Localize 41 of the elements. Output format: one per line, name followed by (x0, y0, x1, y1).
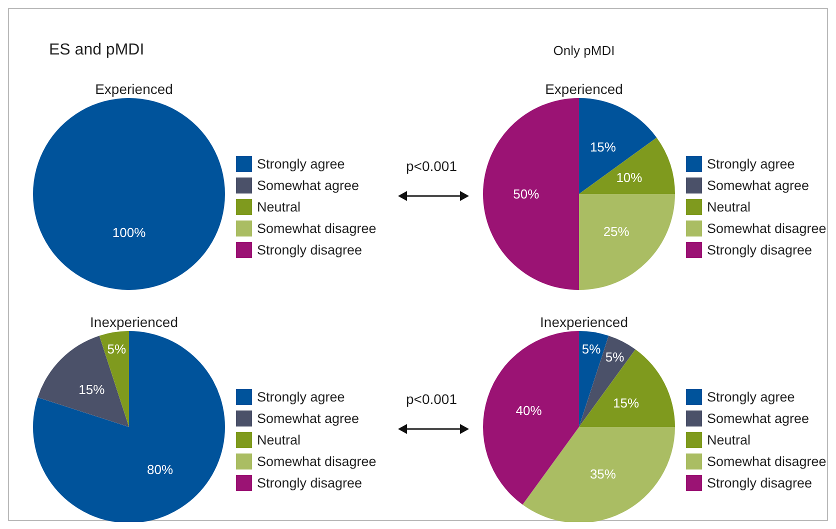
legend-label: Somewhat disagree (707, 221, 826, 236)
legend-label: Somewhat agree (257, 178, 360, 193)
chart-title: ES and pMDI (49, 42, 144, 58)
legend-label: Neutral (257, 200, 301, 214)
data-label: 10% (616, 170, 643, 186)
legend-label: Strongly agree (707, 390, 795, 404)
legend-label: Somewhat agree (257, 411, 360, 426)
data-label: 25% (603, 224, 630, 239)
legend-label: Somewhat agree (707, 411, 810, 426)
legend-label: Somewhat disagree (707, 454, 826, 469)
chart-title: Inexperienced (90, 314, 178, 330)
legend-label: Neutral (257, 432, 301, 448)
data-label: 15% (590, 139, 616, 154)
data-label: 40% (516, 403, 542, 418)
legend-label: Neutral (707, 200, 751, 214)
legend-label: Strongly disagree (257, 476, 362, 490)
data-label: 15% (78, 382, 106, 398)
data-label: 100% (112, 224, 146, 240)
text: p<0.001 (406, 158, 458, 174)
legend-label: Strongly disagree (707, 242, 812, 258)
legend-label: Somewhat agree (707, 178, 810, 193)
data-label: 5% (605, 349, 625, 364)
data-label: 15% (613, 396, 640, 411)
data-label: 5% (107, 342, 127, 357)
legend-label: Strongly disagree (707, 476, 812, 490)
data-label: 5% (582, 342, 602, 357)
legend-label: Strongly agree (257, 390, 345, 404)
chart-subtitle: Experienced (545, 81, 623, 97)
data-label: 50% (513, 186, 540, 202)
chart-title: Only pMDI (553, 43, 615, 58)
text: p<0.001 (406, 391, 458, 407)
data-label: 80% (147, 462, 174, 478)
legend-label: Somewhat disagree (257, 454, 376, 469)
legend-label: Strongly disagree (257, 242, 362, 258)
data-label: 35% (590, 466, 616, 482)
chart-title: Inexperienced (540, 314, 628, 330)
legend-label: Neutral (707, 432, 751, 448)
legend-label: Strongly agree (257, 156, 345, 172)
legend-label: Strongly agree (707, 156, 795, 172)
legend-label: Somewhat disagree (257, 221, 376, 236)
chart-subtitle: Experienced (95, 81, 173, 97)
